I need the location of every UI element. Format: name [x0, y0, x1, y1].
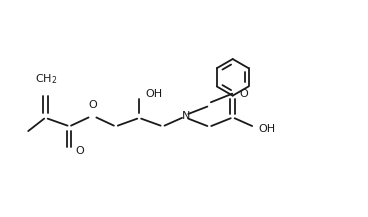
Text: O: O: [76, 146, 85, 156]
Text: OH: OH: [258, 124, 275, 134]
Text: O: O: [239, 89, 248, 99]
Text: OH: OH: [145, 89, 163, 99]
Text: N: N: [182, 111, 190, 121]
Text: O: O: [88, 100, 97, 110]
Text: CH$_2$: CH$_2$: [35, 72, 57, 86]
